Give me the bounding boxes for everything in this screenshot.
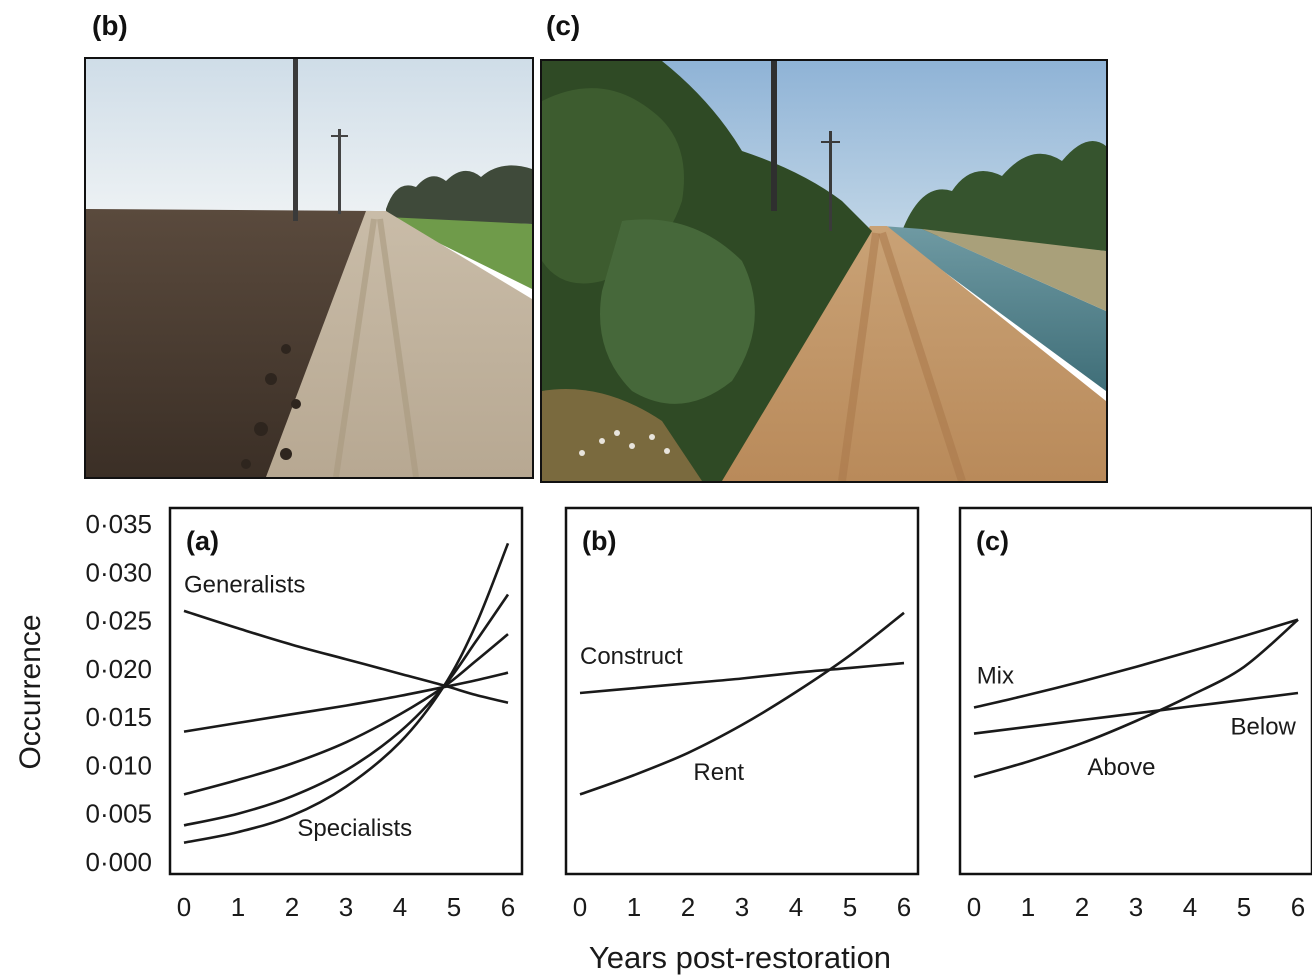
photo-label-c: (c) — [546, 10, 581, 41]
photo-field-road-illustration — [86, 59, 532, 477]
y-tick-label: 0·020 — [86, 654, 153, 684]
x-tick-label: 6 — [501, 892, 515, 922]
series-line-1 — [579, 661, 905, 695]
series-annotation: Specialists — [297, 815, 412, 842]
y-tick-label: 0·025 — [86, 606, 153, 636]
x-tick-label: 0 — [573, 892, 587, 922]
chart-frame — [168, 506, 524, 876]
x-tick-label: 3 — [1129, 892, 1143, 922]
x-tick-label: 4 — [789, 892, 803, 922]
x-tick-label: 5 — [1237, 892, 1251, 922]
x-tick-label: 6 — [897, 892, 911, 922]
series-line-2 — [973, 691, 1299, 735]
series-line-3 — [183, 633, 509, 796]
x-tick-label: 1 — [627, 892, 641, 922]
series-line-1 — [183, 609, 509, 704]
x-tick-label: 6 — [1291, 892, 1305, 922]
panel-label: (b) — [582, 526, 616, 556]
chart-frame — [564, 506, 920, 876]
x-tick-label: 5 — [447, 892, 461, 922]
series-annotation: Above — [1087, 754, 1155, 781]
panel-label: (c) — [976, 526, 1009, 556]
x-tick-label: 3 — [339, 892, 353, 922]
x-tick-label: 0 — [967, 892, 981, 922]
x-tick-label: 2 — [681, 892, 695, 922]
panel-label: (a) — [186, 526, 219, 556]
y-tick-label: 0·030 — [86, 557, 153, 587]
chart-panel-2: (b) 0 1 2 3 4 5 6 Construct Rent — [564, 506, 920, 922]
x-tick-label: 2 — [285, 892, 299, 922]
y-tick-label: 0·015 — [86, 702, 153, 732]
x-tick-label: 4 — [393, 892, 407, 922]
x-tick-label: 1 — [1021, 892, 1035, 922]
series-annotation: Rent — [693, 759, 744, 786]
x-tick-label: 3 — [735, 892, 749, 922]
series-line-3 — [973, 618, 1299, 779]
y-tick-label: 0·035 — [86, 509, 153, 539]
series-line-5 — [183, 542, 510, 844]
x-tick-label: 4 — [1183, 892, 1197, 922]
x-tick-label: 2 — [1075, 892, 1089, 922]
series-annotation: Mix — [977, 662, 1014, 689]
y-tick-label: 0·000 — [86, 847, 153, 877]
photo-field-road — [84, 57, 534, 479]
chart-panel-3: (c) 0 1 2 3 4 5 6 Mix Below Above — [958, 506, 1312, 922]
series-line-1 — [973, 618, 1299, 709]
series-annotation: Generalists — [184, 572, 305, 599]
y-tick-label: 0·005 — [86, 799, 153, 829]
series-line-2 — [579, 611, 905, 796]
chart-frame — [958, 506, 1312, 876]
y-axis-label: Occurrence — [14, 614, 47, 769]
series-annotation: Construct — [580, 643, 683, 670]
y-tick-label: 0·010 — [86, 750, 153, 780]
photo-canal-road-illustration — [542, 61, 1106, 481]
x-tick-label: 5 — [843, 892, 857, 922]
x-tick-label: 0 — [177, 892, 191, 922]
photo-label-b: (b) — [92, 10, 128, 41]
chart-panel-1: (a) 0 1 2 3 4 5 6 0·000 0·005 0·010 0·015 0·020 0·025… — [86, 506, 524, 922]
photo-canal-road — [540, 59, 1108, 483]
series-line-4 — [183, 593, 510, 827]
series-annotation: Below — [1231, 714, 1297, 741]
x-axis-label: Years post-restoration — [589, 940, 891, 975]
series-line-2 — [183, 671, 509, 733]
x-tick-label: 1 — [231, 892, 245, 922]
